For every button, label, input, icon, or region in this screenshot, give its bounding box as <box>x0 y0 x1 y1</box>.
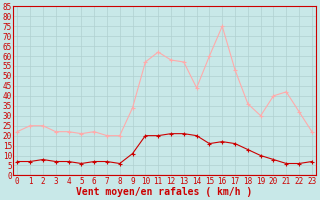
X-axis label: Vent moyen/en rafales ( km/h ): Vent moyen/en rafales ( km/h ) <box>76 187 253 197</box>
